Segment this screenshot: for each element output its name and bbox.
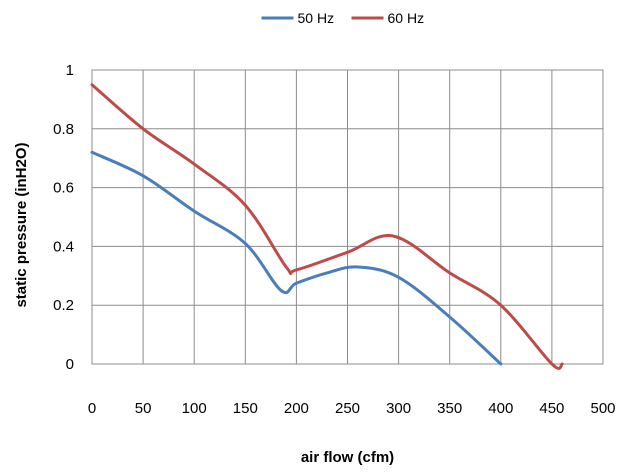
series-lines <box>90 83 564 370</box>
legend: 50 Hz 60 Hz <box>261 10 425 26</box>
x-tick-label: 400 <box>488 400 513 417</box>
y-tick-label: 0.2 <box>53 297 74 314</box>
x-tick-label: 200 <box>284 400 309 417</box>
x-tick-label: 450 <box>539 400 564 417</box>
y-tick-label: 0.8 <box>53 121 74 138</box>
y-tick-label: 0.6 <box>53 180 74 197</box>
series-line-1 <box>90 150 503 366</box>
legend-entry-1: 50 Hz <box>261 10 335 26</box>
x-tick-label: 0 <box>88 400 96 417</box>
legend-entry-2: 60 Hz <box>351 10 425 26</box>
y-tick-label: 1 <box>66 62 74 79</box>
x-axis-ticks: 0 50 100 150 200 250 300 350 400 450 500 <box>88 400 616 417</box>
x-tick-label: 150 <box>233 400 258 417</box>
x-tick-label: 100 <box>182 400 207 417</box>
x-axis-title: air flow (cfm) <box>301 449 394 466</box>
x-tick-label: 50 <box>135 400 152 417</box>
y-tick-label: 0.4 <box>53 238 74 255</box>
x-tick-label: 500 <box>590 400 615 417</box>
legend-label: 50 Hz <box>298 10 335 26</box>
y-tick-label: 0 <box>66 356 74 373</box>
x-tick-label: 350 <box>437 400 462 417</box>
x-tick-label: 250 <box>335 400 360 417</box>
y-axis-title: static pressure (inH2O) <box>13 142 30 307</box>
x-tick-label: 300 <box>386 400 411 417</box>
series-line-2 <box>90 83 564 370</box>
plot-grid <box>91 69 604 365</box>
legend-label: 60 Hz <box>388 10 425 26</box>
y-axis-ticks: 0 0.2 0.4 0.6 0.8 1 <box>53 62 74 373</box>
